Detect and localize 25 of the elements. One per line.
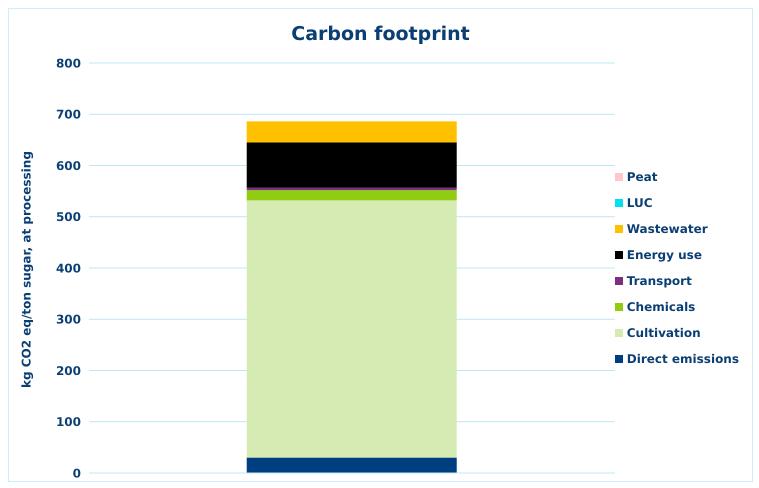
- legend-label: Transport: [626, 274, 692, 288]
- legend-label: Wastewater: [626, 222, 708, 236]
- legend-label: Direct emissions: [626, 352, 739, 366]
- legend-label: Chemicals: [626, 300, 696, 314]
- bar: [246, 142, 457, 188]
- legend-label: Cultivation: [626, 326, 701, 340]
- bar: [246, 458, 457, 473]
- y-tick-label: 500: [56, 210, 81, 224]
- bar: [246, 190, 457, 200]
- y-axis-title: kg CO2 eq/ton sugar, at processing: [19, 151, 34, 388]
- y-tick-label: 400: [56, 261, 81, 276]
- bar: [246, 200, 457, 458]
- y-tick-label: 700: [56, 108, 81, 122]
- legend-label: Peat: [626, 170, 658, 184]
- y-tick-label: 200: [56, 364, 81, 378]
- y-tick-label: 600: [56, 158, 81, 173]
- y-tick-label: 800: [56, 56, 81, 70]
- bar: [246, 121, 457, 142]
- y-tick-label: 0: [72, 466, 81, 480]
- bar: [246, 188, 457, 190]
- legend-label: Energy use: [626, 248, 702, 262]
- y-tick-label: 300: [56, 312, 81, 327]
- y-tick-label: 100: [56, 415, 81, 430]
- legend-label: LUC: [626, 196, 653, 210]
- chart-title: Carbon footprint: [290, 23, 471, 47]
